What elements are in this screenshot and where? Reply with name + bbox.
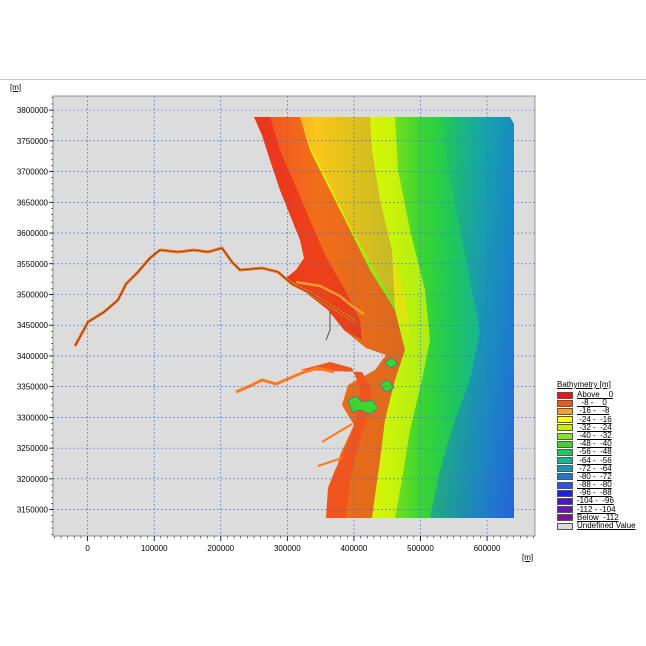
legend-entry: -80 - -72 bbox=[557, 471, 645, 481]
legend-entry: -56 - -48 bbox=[557, 448, 645, 456]
y-tick-label: 3250000 bbox=[17, 444, 49, 453]
legend-label: -72 - -64 bbox=[577, 463, 612, 473]
y-tick-label: 3700000 bbox=[17, 168, 49, 177]
legend-swatch bbox=[557, 399, 573, 407]
legend-swatch bbox=[557, 391, 573, 399]
river-north-outline bbox=[74, 247, 357, 347]
legend-swatch bbox=[557, 481, 573, 489]
y-tick-label: 3600000 bbox=[17, 229, 49, 238]
legend-swatch bbox=[557, 514, 573, 522]
legend-entry: -48 - -40 bbox=[557, 439, 645, 449]
legend-entry: -104 - -96 bbox=[557, 497, 645, 505]
legend-entry: -40 - -32 bbox=[557, 430, 645, 440]
legend-swatch bbox=[557, 457, 573, 465]
x-tick-label: 200000 bbox=[207, 544, 234, 553]
legend-label: -24 - -16 bbox=[577, 414, 612, 424]
legend-label: -104 - -96 bbox=[577, 496, 614, 506]
intertidal-zone bbox=[254, 117, 362, 340]
x-tick-label: 100000 bbox=[141, 544, 168, 553]
river-north-end bbox=[325, 312, 331, 341]
legend-entry: Above 0 bbox=[557, 390, 645, 399]
legend-label: -40 - -32 bbox=[577, 430, 612, 440]
legend-entry: Undefined Value bbox=[557, 521, 645, 530]
legend-label: Below -112 bbox=[577, 512, 619, 522]
legend-title: Bathymetry [m] bbox=[557, 380, 611, 389]
y-tick-label: 3500000 bbox=[17, 290, 49, 299]
x-tick-label: 600000 bbox=[474, 544, 501, 553]
legend-swatch bbox=[557, 440, 573, 448]
river-south-branch bbox=[321, 423, 353, 443]
y-tick-label: 3800000 bbox=[17, 106, 49, 115]
legend-swatch bbox=[557, 432, 573, 440]
x-axis-unit-label: [m] bbox=[522, 553, 534, 562]
grid-lines bbox=[53, 96, 535, 536]
legend-entry: -72 - -64 bbox=[557, 463, 645, 473]
legend-entry: -24 - -16 bbox=[557, 414, 645, 424]
legend-label: Above 0 bbox=[577, 390, 614, 399]
legend-label: -96 - -88 bbox=[577, 488, 612, 498]
legend-label: -32 - -24 bbox=[577, 422, 612, 432]
legend-swatch bbox=[557, 465, 573, 473]
river-south-branch-2 bbox=[317, 457, 343, 467]
y-tick-label: 3150000 bbox=[17, 506, 49, 515]
legend: Bathymetry [m] Above 0 -8 - 0 -16 - -8 -… bbox=[557, 380, 645, 530]
river-south bbox=[235, 366, 335, 394]
river-north-tributary bbox=[295, 280, 365, 316]
y-axis-unit-label: [m] bbox=[10, 83, 22, 92]
legend-swatch bbox=[557, 522, 573, 530]
y-tick-label: 3750000 bbox=[17, 137, 49, 146]
legend-swatch bbox=[557, 448, 573, 456]
legend-entry: -96 - -88 bbox=[557, 489, 645, 497]
y-tick-label: 3650000 bbox=[17, 198, 49, 207]
y-tick-label: 3450000 bbox=[17, 321, 49, 330]
south-estuary bbox=[300, 362, 372, 518]
deep-water-overlay bbox=[430, 117, 514, 518]
y-tick-label: 3550000 bbox=[17, 260, 49, 269]
legend-label: Undefined Value bbox=[577, 521, 636, 530]
y-tick-label: 3400000 bbox=[17, 352, 49, 361]
north-shelf bbox=[300, 117, 410, 340]
x-tick-label: 400000 bbox=[341, 544, 368, 553]
legend-swatch bbox=[557, 416, 573, 424]
top-divider bbox=[0, 79, 646, 80]
legend-swatch bbox=[557, 489, 573, 497]
legend-entry: -32 - -24 bbox=[557, 422, 645, 432]
legend-label: -112 - -104 bbox=[577, 504, 616, 514]
mid-shelf bbox=[370, 117, 430, 518]
legend-swatch bbox=[557, 498, 573, 506]
legend-entry: -8 - 0 bbox=[557, 398, 645, 408]
legend-label: -8 - 0 bbox=[577, 398, 607, 408]
y-tick-label: 3200000 bbox=[17, 475, 49, 484]
legend-entry: -16 - -8 bbox=[557, 407, 645, 415]
estuary-islands bbox=[347, 357, 399, 415]
legend-swatch bbox=[557, 506, 573, 514]
x-tick-label: 300000 bbox=[274, 544, 301, 553]
y-axis: 3150000 3200000 3250000 3300000 3350000 34000… bbox=[17, 97, 53, 535]
legend-label: -80 - -72 bbox=[577, 471, 612, 481]
legend-swatch bbox=[557, 407, 573, 415]
legend-label: -16 - -8 bbox=[577, 406, 610, 416]
y-tick-label: 3300000 bbox=[17, 413, 49, 422]
legend-entry: Below -112 bbox=[557, 512, 645, 522]
legend-entry: -88 - -80 bbox=[557, 480, 645, 490]
y-tick-label: 3350000 bbox=[17, 383, 49, 392]
legend-label: -48 - -40 bbox=[577, 439, 612, 449]
legend-entry: -112 - -104 bbox=[557, 504, 645, 514]
legend-swatch bbox=[557, 473, 573, 481]
legend-label: -88 - -80 bbox=[577, 480, 612, 490]
legend-entry: -64 - -56 bbox=[557, 455, 645, 465]
x-tick-label: 0 bbox=[85, 544, 90, 553]
x-axis: 0 100000 200000 300000 400000 500000 600000 bbox=[54, 536, 534, 553]
x-tick-label: 500000 bbox=[407, 544, 434, 553]
legend-label: -64 - -56 bbox=[577, 455, 612, 465]
legend-swatch bbox=[557, 424, 573, 432]
legend-label: -56 - -48 bbox=[577, 447, 612, 457]
